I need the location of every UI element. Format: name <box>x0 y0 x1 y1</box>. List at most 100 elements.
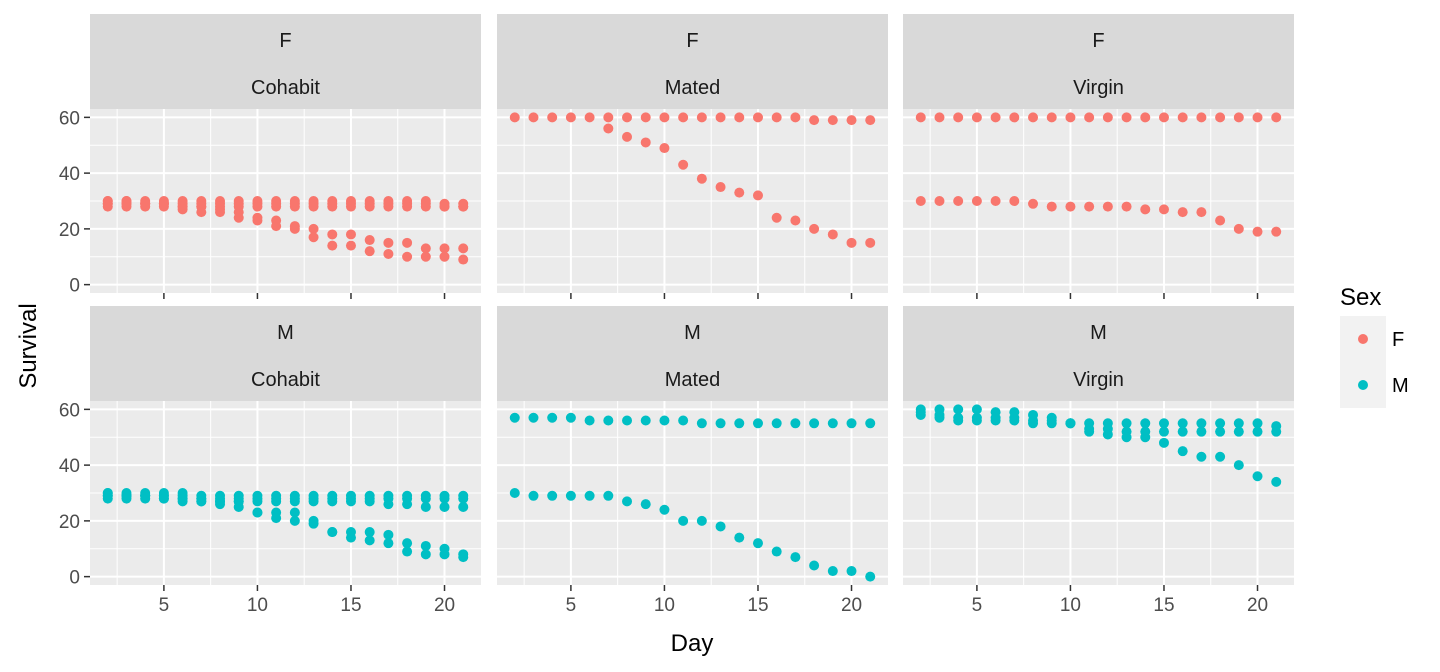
data-point <box>1271 476 1282 487</box>
data-point <box>439 501 450 512</box>
data-point <box>678 515 689 526</box>
data-point <box>364 527 375 538</box>
data-point <box>308 223 319 234</box>
data-point <box>1084 426 1095 437</box>
data-point <box>603 415 614 426</box>
data-point <box>790 418 801 429</box>
data-point <box>233 501 244 512</box>
data-point <box>439 549 450 560</box>
y-tick-label: 40 <box>59 164 80 185</box>
x-tick-label: 15 <box>747 595 768 616</box>
strip-sex-label: M <box>1090 322 1107 344</box>
data-point <box>752 190 763 201</box>
data-point <box>1252 471 1263 482</box>
data-point <box>659 415 670 426</box>
data-point <box>383 538 394 549</box>
data-point <box>734 532 745 543</box>
data-point <box>1140 112 1151 123</box>
legend-key-point <box>1358 380 1368 390</box>
data-point <box>827 566 838 577</box>
data-point <box>584 112 595 123</box>
data-point <box>915 196 926 206</box>
y-tick-label: 40 <box>59 456 80 477</box>
data-point <box>383 529 394 540</box>
data-point <box>289 201 300 212</box>
data-point <box>402 237 413 248</box>
data-point <box>1233 223 1244 234</box>
facet-strip <box>903 306 1294 401</box>
data-point <box>1084 112 1095 123</box>
data-point <box>364 235 375 246</box>
data-point <box>790 552 801 563</box>
data-point <box>715 521 726 532</box>
x-tick-label: 10 <box>1060 595 1081 616</box>
data-point <box>790 112 801 123</box>
strip-sex-label: F <box>279 30 291 52</box>
data-point <box>915 409 926 420</box>
facet-strip <box>90 306 481 401</box>
data-point <box>215 499 226 510</box>
data-point <box>458 254 469 265</box>
data-point <box>752 112 763 123</box>
panel-m-cohabit: M Cohabit 0 20 40 60 5 10 15 20 <box>59 306 481 616</box>
data-point <box>252 507 263 518</box>
data-point <box>696 515 707 526</box>
data-point <box>402 538 413 549</box>
data-point <box>1252 112 1263 123</box>
data-point <box>659 143 670 154</box>
data-point <box>547 412 558 423</box>
data-point <box>809 418 820 429</box>
data-point <box>1196 451 1207 462</box>
panels: F Cohabit 0 20 40 60 F Mated F Virgin M Cohabit 0 20 4… <box>59 14 1294 616</box>
strip-treatment-label: Mated <box>665 369 721 391</box>
data-point <box>383 201 394 212</box>
data-point <box>1177 112 1188 123</box>
data-point <box>327 201 338 212</box>
data-point <box>364 201 375 212</box>
data-point <box>364 246 375 257</box>
data-point <box>420 201 431 212</box>
strip-treatment-label: Cohabit <box>251 369 320 391</box>
data-point <box>252 496 263 507</box>
panel-m-mated: M Mated 5 10 15 20 <box>497 306 888 616</box>
data-point <box>402 546 413 557</box>
legend-title: Sex <box>1340 284 1381 311</box>
data-point <box>622 415 633 426</box>
data-point <box>1009 415 1020 426</box>
data-point <box>696 418 707 429</box>
data-point <box>364 496 375 507</box>
data-point <box>990 415 1001 426</box>
data-point <box>102 198 113 209</box>
data-point <box>1233 460 1244 471</box>
data-point <box>1028 198 1039 209</box>
data-point <box>1196 112 1207 123</box>
data-point <box>547 490 558 501</box>
data-point <box>565 112 576 123</box>
data-point <box>1065 112 1076 123</box>
data-point <box>345 229 356 240</box>
y-tick-label: 20 <box>59 512 80 533</box>
data-point <box>383 248 394 259</box>
strip-sex-label: M <box>684 322 701 344</box>
x-tick-label: 20 <box>434 595 455 616</box>
data-point <box>1121 432 1132 443</box>
data-point <box>990 112 1001 123</box>
data-point <box>659 504 670 515</box>
data-point <box>1215 418 1226 429</box>
data-point <box>439 243 450 254</box>
data-point <box>846 237 857 248</box>
data-point <box>1271 226 1282 237</box>
data-point <box>420 243 431 254</box>
facet-strip <box>497 306 888 401</box>
data-point <box>1196 418 1207 429</box>
data-point <box>420 251 431 262</box>
data-point <box>177 496 188 507</box>
data-point <box>584 415 595 426</box>
data-point <box>678 415 689 426</box>
data-point <box>640 112 651 123</box>
data-point <box>458 552 469 563</box>
data-point <box>402 499 413 510</box>
data-point <box>971 196 982 206</box>
data-point <box>1158 437 1169 448</box>
data-point <box>771 212 782 223</box>
